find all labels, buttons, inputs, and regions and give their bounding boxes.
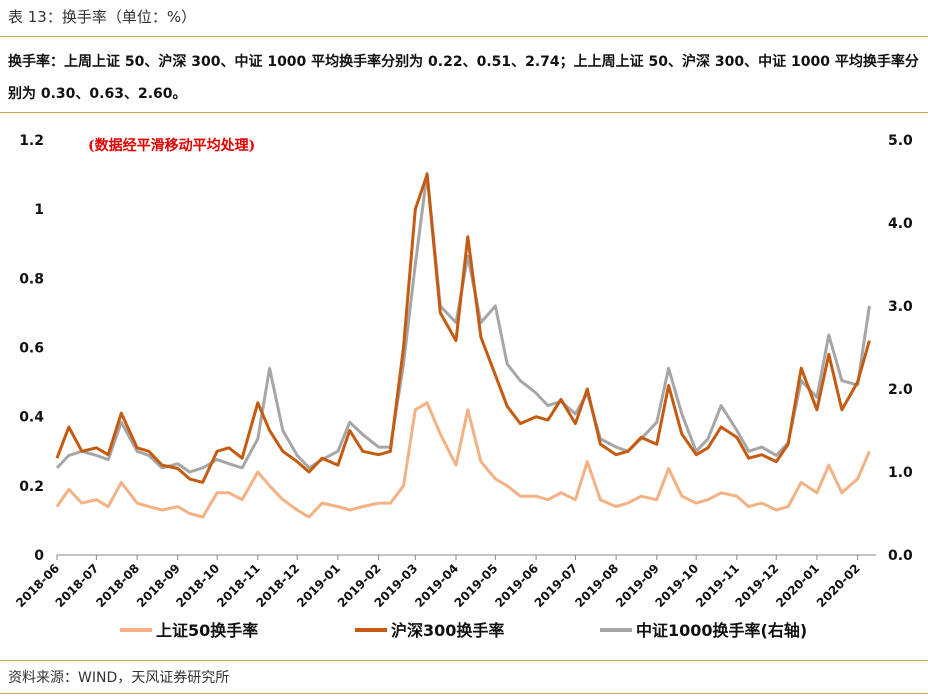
y-left-tick-label: 0.4 <box>19 410 44 426</box>
x-tick-label: 2018-12 <box>253 561 302 610</box>
y-right-tick-label: 5.0 <box>888 133 913 149</box>
x-tick-label: 2019-05 <box>452 561 501 610</box>
x-tick-label: 2018-10 <box>173 561 222 610</box>
x-tick-label: 2019-12 <box>733 561 782 610</box>
legend-label: 中证1000换手率(右轴) <box>636 621 807 640</box>
x-tick-label: 2019-01 <box>294 561 343 610</box>
y-left-tick-label: 0.2 <box>19 479 44 495</box>
legend: 上证50换手率 沪深300换手率 中证1000换手率(右轴) <box>120 621 807 640</box>
axes: 0 0.2 0.4 0.6 0.8 1 1.2 0.0 1.0 2.0 3.0 4.0 5.0 2018-… <box>13 133 913 610</box>
y-right-tick-label: 3.0 <box>888 299 913 315</box>
y-right-tick-label: 4.0 <box>888 216 913 232</box>
summary-text: 换手率：上周上证 50、沪深 300、中证 1000 平均换手率分别为 0.22… <box>8 54 919 102</box>
y-right-tick-label: 2.0 <box>888 382 913 398</box>
y-right-tick-label: 0.0 <box>888 548 913 564</box>
x-tick-label: 2019-08 <box>572 561 621 610</box>
turnover-chart: 0 0.2 0.4 0.6 0.8 1 1.2 0.0 1.0 2.0 3.0 4.0 5.0 2018-… <box>13 133 913 640</box>
summary-divider <box>0 112 928 113</box>
x-tick-label: 2019-07 <box>532 561 581 610</box>
x-tick-label: 2020-01 <box>773 561 822 610</box>
y-left-tick-label: 0 <box>34 548 44 564</box>
y-left-tick-label: 1.2 <box>19 133 44 149</box>
top-divider <box>0 36 928 37</box>
footer-divider <box>0 660 928 661</box>
y-right-tick-label: 1.0 <box>888 465 913 481</box>
series-lines <box>55 171 871 519</box>
chart-title: 表 13：换手率（单位：%） <box>8 8 197 26</box>
source-note: 资料来源：WIND，天风证券研究所 <box>8 670 230 686</box>
legend-label: 沪深300换手率 <box>391 621 504 640</box>
bottom-divider <box>0 693 928 694</box>
x-tick-label: 2018-07 <box>53 561 102 610</box>
x-tick-label: 2019-10 <box>652 561 701 610</box>
series-line-2 <box>55 173 871 484</box>
y-left-tick-label: 1 <box>34 202 44 218</box>
series-line-1 <box>55 401 871 519</box>
y-left-tick-label: 0.6 <box>19 341 44 357</box>
legend-label: 上证50换手率 <box>156 621 258 640</box>
chart-annotation: (数据经平滑移动平均处理) <box>88 137 255 154</box>
x-tick-label: 2020-02 <box>814 561 863 610</box>
y-left-tick-label: 0.8 <box>19 271 44 287</box>
x-tick-label: 2018-08 <box>93 561 142 610</box>
